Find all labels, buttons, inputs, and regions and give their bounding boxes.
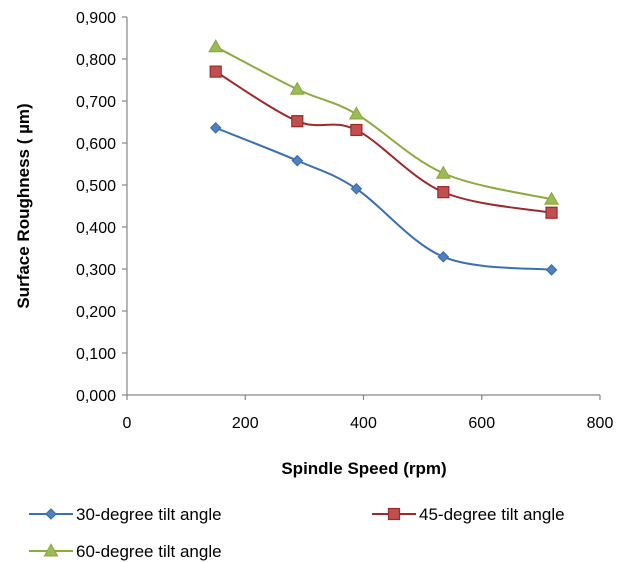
y-tick-label: 0,300 bbox=[76, 262, 116, 279]
y-tick-label: 0,700 bbox=[76, 94, 116, 111]
legend-label: 30-degree tilt angle bbox=[76, 505, 222, 524]
data-point-triangle bbox=[289, 81, 305, 95]
series-line bbox=[215, 70, 552, 214]
data-point-square bbox=[545, 206, 558, 219]
data-point-diamond bbox=[209, 122, 222, 134]
axes: 0,000 0,100 0,200 0,300 0,400 0,500 0,600 0,700… bbox=[76, 10, 613, 432]
data-point-diamond bbox=[291, 154, 304, 167]
x-tick-label: 400 bbox=[350, 415, 377, 432]
x-axis-title: Spindle Speed (rpm) bbox=[281, 459, 446, 478]
legend-marker-triangle bbox=[43, 543, 59, 557]
series-3 bbox=[208, 39, 560, 205]
data-point-square bbox=[291, 115, 304, 128]
series-line bbox=[215, 126, 552, 271]
y-tick-label: 0,200 bbox=[76, 304, 116, 321]
x-tick-label: 0 bbox=[123, 415, 132, 432]
series-2 bbox=[209, 65, 558, 219]
y-tick-label: 0,100 bbox=[76, 346, 116, 363]
data-point-square bbox=[350, 123, 363, 137]
y-tick-label: 0,900 bbox=[76, 10, 116, 27]
data-point-square bbox=[209, 65, 222, 78]
legend-item: 45-degree tilt angle bbox=[372, 505, 565, 524]
series-line bbox=[215, 45, 552, 201]
legend-marker-diamond bbox=[45, 508, 57, 520]
plot-series bbox=[208, 39, 560, 276]
y-axis-title: Surface Roughness ( µm) bbox=[14, 103, 33, 308]
x-tick-label: 800 bbox=[587, 415, 614, 432]
legend-item: 30-degree tilt angle bbox=[29, 505, 222, 524]
y-tick-label: 0,600 bbox=[76, 136, 116, 153]
data-point-square bbox=[437, 186, 450, 199]
y-tick-label: 0,000 bbox=[76, 388, 116, 405]
legend-label: 60-degree tilt angle bbox=[76, 542, 222, 561]
legend-label: 45-degree tilt angle bbox=[419, 505, 565, 524]
y-tick-label: 0,800 bbox=[76, 52, 116, 69]
legend-marker-square bbox=[387, 507, 401, 521]
data-point-triangle bbox=[208, 39, 224, 53]
data-point-triangle bbox=[348, 106, 364, 120]
data-point-diamond bbox=[350, 182, 363, 195]
data-point-triangle bbox=[435, 165, 451, 179]
data-point-diamond bbox=[437, 250, 450, 263]
y-tick-label: 0,500 bbox=[76, 178, 116, 195]
series-1 bbox=[209, 122, 558, 276]
data-point-triangle bbox=[543, 191, 560, 205]
x-tick-label: 200 bbox=[232, 415, 259, 432]
x-tick-label: 600 bbox=[468, 415, 495, 432]
legend: 30-degree tilt angle 45-degree tilt angle… bbox=[29, 505, 565, 561]
y-tick-label: 0,400 bbox=[76, 220, 116, 237]
legend-item: 60-degree tilt angle bbox=[29, 542, 222, 561]
data-point-diamond bbox=[545, 263, 558, 276]
